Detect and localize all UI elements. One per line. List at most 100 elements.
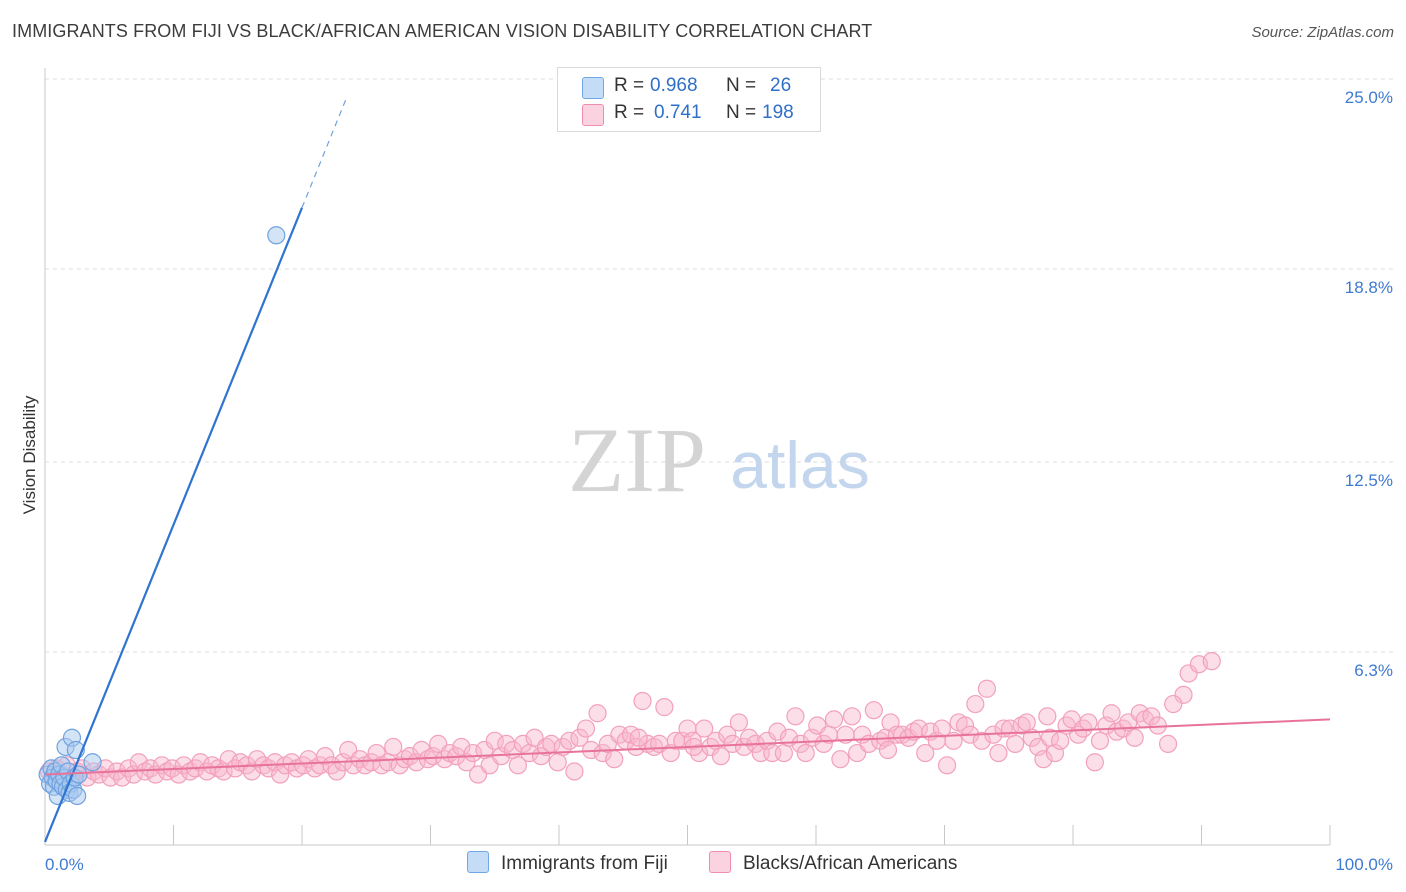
data-point-blacks [695, 719, 714, 738]
data-point-blacks [1090, 731, 1110, 750]
y-tick-label: 25.0% [1345, 88, 1393, 107]
legend-r-value-blacks: 0.741 [654, 102, 702, 123]
data-point-blacks [112, 768, 132, 787]
legend-n-value-fiji: 26 [770, 75, 792, 96]
data-point-blacks [565, 762, 584, 781]
bottom-legend-swatch-fiji [467, 851, 489, 873]
data-point-blacks [729, 713, 749, 732]
data-point-blacks [1006, 734, 1025, 753]
bottom-legend-label-blacks: Blacks/African Americans [743, 853, 958, 874]
data-point-blacks [1142, 707, 1161, 726]
data-point-blacks [1079, 713, 1098, 732]
data-point-blacks [814, 734, 833, 753]
data-point-fiji [267, 226, 286, 245]
watermark-zip: ZIP [568, 409, 706, 511]
data-point-blacks [977, 679, 997, 698]
legend-n-label: N = [726, 102, 757, 123]
data-point-blacks [1179, 664, 1198, 683]
data-point-fiji [68, 786, 87, 806]
legend-r-label: R = [614, 102, 645, 123]
data-point-blacks [916, 743, 935, 763]
data-point-blacks [644, 737, 664, 757]
data-point-blacks [605, 750, 624, 769]
bottom-legend-fiji: Immigrants from Fiji [467, 851, 668, 875]
y-tick-label: 18.8% [1345, 278, 1393, 297]
data-point-blacks [588, 704, 607, 723]
data-point-blacks [1125, 728, 1144, 747]
data-point-blacks [1102, 704, 1121, 723]
data-point-blacks [271, 765, 290, 784]
data-point-blacks [878, 740, 898, 760]
data-point-blacks [457, 753, 476, 772]
data-point-blacks [842, 707, 862, 726]
data-point-blacks [1022, 728, 1041, 747]
data-point-blacks [1202, 652, 1221, 671]
data-point-blacks [796, 743, 815, 763]
chart-title: IMMIGRANTS FROM FIJI VS BLACK/AFRICAN AM… [12, 21, 873, 41]
data-point-blacks [1051, 731, 1070, 750]
chart-source: Source: ZipAtlas.com [1251, 24, 1394, 41]
data-point-blacks [191, 753, 210, 772]
correlation-legend: R = 0.968 N = 26 R = 0.741 N = 198 [557, 67, 821, 132]
data-point-blacks [384, 737, 403, 757]
data-point-blacks [871, 731, 890, 750]
data-point-blacks [864, 701, 883, 720]
axes [44, 68, 1331, 846]
data-point-blacks [513, 734, 533, 753]
data-point-blacks [316, 747, 335, 766]
data-point-blacks [1164, 694, 1183, 714]
data-point-blacks [989, 743, 1008, 763]
data-point-blacks [570, 728, 589, 747]
data-point-blacks [1012, 716, 1031, 735]
data-point-blacks [972, 731, 991, 750]
data-point-blacks [1174, 685, 1193, 704]
data-point-blacks [734, 737, 754, 757]
data-point-blacks [718, 725, 737, 744]
data-point-blacks [955, 716, 975, 735]
bottom-legend-label-fiji: Immigrants from Fiji [501, 853, 668, 874]
trend-line-fiji-extension [301, 96, 348, 208]
data-point-blacks [655, 698, 674, 717]
data-point-blacks [768, 722, 787, 741]
data-point-blacks [576, 719, 596, 738]
series-fiji-points [38, 226, 286, 806]
data-point-blacks [593, 743, 612, 763]
tick-labels: 6.3% 12.5% 18.8% 25.0% 0.0% 100.0% [45, 88, 1393, 874]
legend-swatch-fiji [582, 77, 604, 99]
legend-n-value-blacks: 198 [762, 102, 794, 123]
data-point-blacks [786, 707, 805, 726]
x-tick-label-start: 0.0% [45, 855, 84, 874]
data-point-fiji [83, 753, 102, 772]
trend-line-fiji [43, 207, 304, 843]
data-point-blacks [831, 750, 850, 769]
data-point-blacks [966, 694, 985, 714]
data-point-blacks [219, 750, 238, 769]
bottom-legend-swatch-blacks [709, 851, 731, 873]
data-point-blacks [824, 710, 844, 729]
y-tick-label: 12.5% [1345, 471, 1393, 490]
data-point-blacks [1158, 734, 1178, 753]
data-point-blacks [560, 731, 579, 750]
data-point-blacks [531, 747, 551, 766]
series-blacks-points [39, 652, 1221, 787]
data-point-blacks [774, 743, 793, 763]
bottom-legend-blacks: Blacks/African Americans [709, 851, 957, 875]
trend-line-blacks [44, 718, 1331, 776]
data-point-blacks [548, 753, 567, 772]
gridlines [45, 78, 1395, 653]
legend-r-label: R = [614, 75, 645, 96]
data-point-blacks [937, 756, 957, 775]
trend-lines [43, 96, 1331, 843]
data-point-blacks [1148, 716, 1167, 735]
data-point-blacks [1017, 713, 1036, 732]
legend-r-value-fiji: 0.968 [650, 75, 698, 96]
data-point-blacks [633, 691, 652, 711]
legend-swatch-blacks [582, 104, 604, 126]
data-point-blacks [485, 731, 504, 750]
x-tick-label-end: 100.0% [1335, 855, 1393, 874]
data-point-blacks [157, 762, 177, 781]
data-point-blacks [791, 734, 810, 753]
data-point-blacks [932, 719, 952, 738]
data-point-blacks [1034, 750, 1053, 769]
data-point-blacks [508, 756, 527, 775]
